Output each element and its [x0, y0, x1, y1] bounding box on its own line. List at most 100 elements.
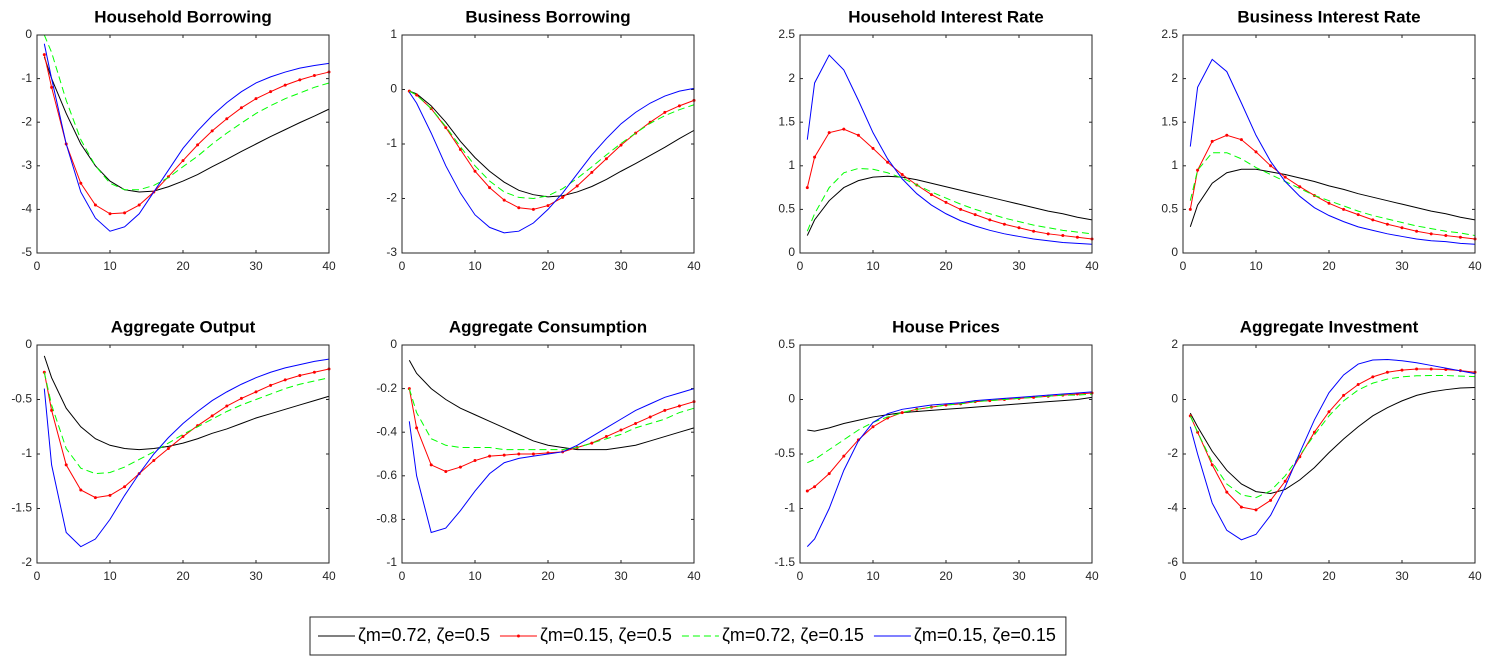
y-tick-label: -4	[21, 202, 32, 216]
series-marker	[79, 488, 83, 492]
series-marker	[458, 465, 462, 469]
series-marker	[1298, 185, 1302, 189]
series-marker	[415, 426, 419, 430]
series-marker	[1400, 226, 1404, 230]
axes-box	[1182, 34, 1476, 254]
series-line	[807, 396, 1093, 432]
x-tick-label: 20	[1322, 259, 1336, 273]
series-marker	[123, 485, 127, 489]
series-marker	[1356, 213, 1360, 217]
x-tick-label: 0	[797, 259, 804, 273]
series-marker	[298, 78, 302, 82]
y-tick-label: -1	[386, 136, 397, 150]
series-marker	[1239, 505, 1243, 509]
axes-box	[401, 344, 695, 564]
series-line	[43, 34, 330, 191]
series-marker	[42, 53, 46, 57]
series-marker	[196, 143, 200, 147]
series-marker	[1210, 139, 1214, 143]
chart-title: Household Borrowing	[94, 7, 272, 26]
series-marker	[123, 211, 127, 215]
series-marker	[473, 459, 477, 463]
y-tick-label: -0.2	[376, 381, 397, 395]
axes-box	[36, 34, 330, 254]
x-tick-label: 30	[614, 259, 628, 273]
series-marker	[805, 186, 809, 190]
x-tick-label: 10	[1249, 259, 1263, 273]
legend-label: ζm=0.15, ζe=0.15	[914, 625, 1056, 645]
series-marker	[502, 453, 506, 457]
series-marker	[1061, 234, 1065, 238]
series-marker	[590, 441, 594, 445]
series-marker	[1254, 508, 1258, 512]
y-tick-label: -4	[1167, 501, 1178, 515]
y-tick-label: -2	[386, 191, 397, 205]
series-marker	[856, 133, 860, 137]
y-tick-label: 0	[788, 392, 795, 406]
series-line	[1189, 375, 1476, 499]
series-marker	[663, 110, 667, 114]
x-tick-label: 40	[1468, 259, 1482, 273]
x-tick-label: 10	[1249, 569, 1263, 583]
series-marker	[283, 83, 287, 87]
x-tick-label: 20	[176, 259, 190, 273]
series-line	[1189, 152, 1476, 237]
series-marker	[254, 390, 258, 394]
series-marker	[677, 404, 681, 408]
y-tick-label: -0.5	[774, 446, 795, 460]
series-marker	[900, 411, 904, 415]
y-tick-label: 0.5	[1161, 202, 1178, 216]
series-marker	[488, 454, 492, 458]
series-marker	[298, 374, 302, 378]
y-tick-label: 1	[788, 158, 795, 172]
y-tick-label: 0	[1171, 245, 1178, 259]
series-marker	[1225, 133, 1229, 137]
y-tick-label: -2	[21, 114, 32, 128]
series-marker	[517, 452, 521, 456]
x-tick-label: 0	[399, 259, 406, 273]
x-tick-label: 30	[1395, 569, 1409, 583]
y-tick-label: -1	[21, 71, 32, 85]
series-marker	[517, 206, 521, 210]
series-marker	[50, 85, 54, 89]
y-tick-label: 2	[1171, 337, 1178, 351]
series-line	[43, 355, 330, 451]
series-line	[807, 393, 1093, 464]
series-marker	[1075, 235, 1079, 239]
series-marker	[1017, 226, 1021, 230]
y-tick-label: 0	[25, 27, 32, 41]
series-marker	[93, 203, 97, 207]
series-marker	[473, 169, 477, 173]
series-marker	[415, 93, 419, 97]
series-marker	[1225, 490, 1229, 494]
legend-label: ζm=0.72, ζe=0.15	[722, 625, 864, 645]
series-marker	[225, 404, 229, 408]
series-marker	[590, 170, 594, 174]
y-tick-label: -6	[1167, 555, 1178, 569]
series-marker	[269, 383, 273, 387]
y-tick-label: -1	[386, 555, 397, 569]
y-tick-label: -0.4	[376, 424, 397, 438]
series-marker	[1371, 218, 1375, 222]
series-marker	[944, 200, 948, 204]
series-line	[806, 391, 1093, 547]
series-marker	[239, 396, 243, 400]
x-tick-label: 20	[176, 569, 190, 583]
x-tick-label: 40	[322, 569, 336, 583]
x-tick-label: 20	[541, 259, 555, 273]
y-tick-label: 1	[1171, 158, 1178, 172]
series-marker	[813, 485, 817, 489]
series-marker	[1188, 207, 1192, 211]
series-marker	[210, 414, 214, 418]
y-tick-label: 1.5	[1161, 114, 1178, 128]
y-tick-label: 0.5	[778, 202, 795, 216]
series-marker	[1444, 234, 1448, 238]
x-tick-label: 0	[34, 259, 41, 273]
series-marker	[166, 447, 170, 451]
y-tick-label: 1	[390, 27, 397, 41]
x-tick-label: 10	[468, 569, 482, 583]
series-marker	[634, 421, 638, 425]
axes-box	[799, 344, 1093, 564]
y-tick-label: 2	[1171, 71, 1178, 85]
